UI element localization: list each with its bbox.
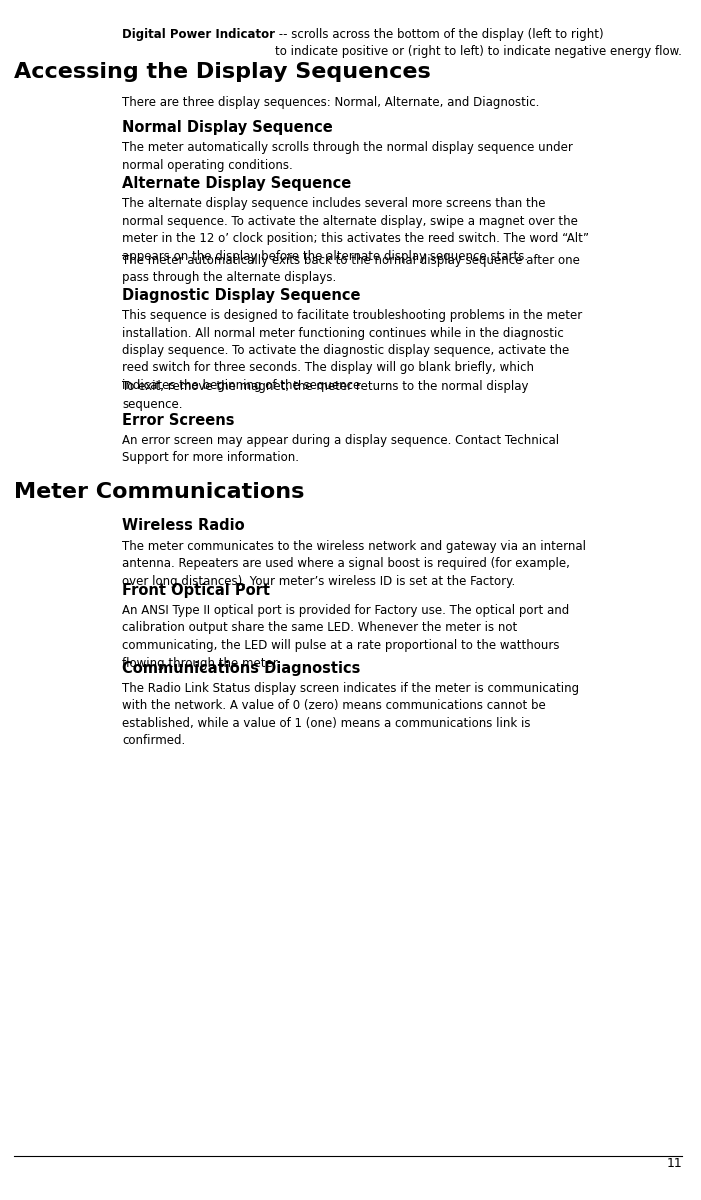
- Text: Normal Display Sequence: Normal Display Sequence: [122, 120, 333, 134]
- Text: This sequence is designed to facilitate troubleshooting problems in the meter
in: This sequence is designed to facilitate …: [122, 308, 583, 392]
- Text: Meter Communications: Meter Communications: [14, 482, 304, 502]
- Text: The meter automatically exits back to the normal display sequence after one
pass: The meter automatically exits back to th…: [122, 254, 580, 284]
- Text: Communications Diagnostics: Communications Diagnostics: [122, 661, 360, 676]
- Text: Digital Power Indicator: Digital Power Indicator: [122, 28, 275, 41]
- Text: An ANSI Type II optical port is provided for Factory use. The optical port and
c: An ANSI Type II optical port is provided…: [122, 604, 569, 670]
- Text: Error Screens: Error Screens: [122, 413, 235, 428]
- Text: -- scrolls across the bottom of the display (left to right)
to indicate positive: -- scrolls across the bottom of the disp…: [275, 28, 682, 59]
- Text: To exit, remove the magnet; the meter returns to the normal display
sequence.: To exit, remove the magnet; the meter re…: [122, 380, 529, 410]
- Text: Diagnostic Display Sequence: Diagnostic Display Sequence: [122, 288, 360, 304]
- Text: There are three display sequences: Normal, Alternate, and Diagnostic.: There are three display sequences: Norma…: [122, 96, 539, 109]
- Text: Accessing the Display Sequences: Accessing the Display Sequences: [14, 62, 430, 82]
- Text: An error screen may appear during a display sequence. Contact Technical
Support : An error screen may appear during a disp…: [122, 434, 559, 464]
- Text: The alternate display sequence includes several more screens than the
normal seq: The alternate display sequence includes …: [122, 197, 589, 263]
- Text: 11: 11: [666, 1157, 682, 1170]
- Text: The meter automatically scrolls through the normal display sequence under
normal: The meter automatically scrolls through …: [122, 140, 573, 172]
- Text: The meter communicates to the wireless network and gateway via an internal
anten: The meter communicates to the wireless n…: [122, 540, 586, 588]
- Text: Wireless Radio: Wireless Radio: [122, 518, 245, 533]
- Text: The Radio Link Status display screen indicates if the meter is communicating
wit: The Radio Link Status display screen ind…: [122, 682, 579, 748]
- Text: Alternate Display Sequence: Alternate Display Sequence: [122, 176, 351, 191]
- Text: Front Optical Port: Front Optical Port: [122, 583, 270, 598]
